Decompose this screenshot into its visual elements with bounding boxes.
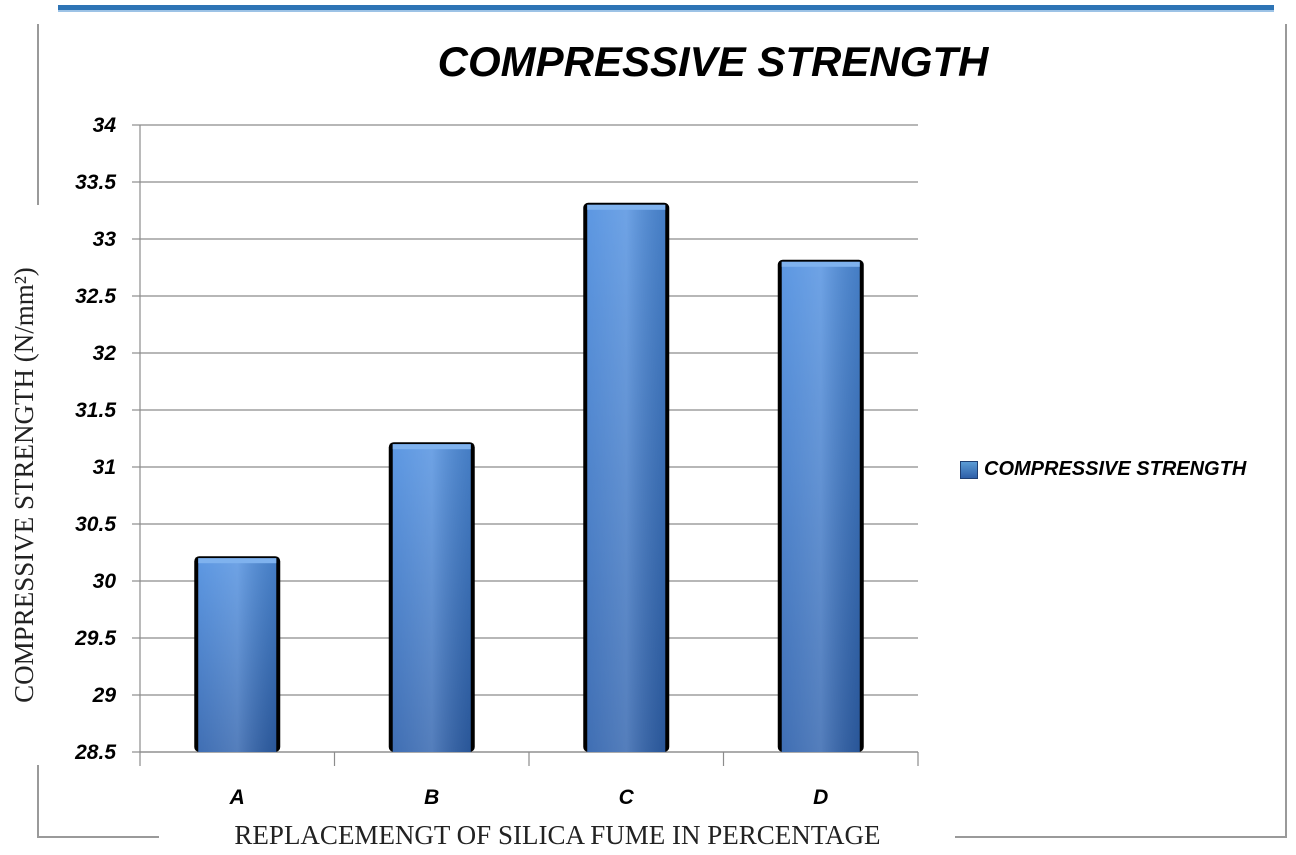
- bar-highlight: [781, 261, 860, 752]
- bar-cap: [392, 444, 471, 450]
- bar-highlight: [392, 444, 471, 752]
- x-category-label: D: [813, 786, 828, 809]
- y-tick-label: 28.5: [74, 741, 116, 764]
- y-tick-label: 32.5: [75, 285, 116, 308]
- y-tick-label: 31.5: [75, 399, 116, 422]
- chart-title: COMPRESSIVE STRENGTH: [437, 38, 989, 85]
- x-category-label: A: [229, 786, 245, 809]
- y-tick-label: 30: [93, 570, 117, 593]
- y-tick-label: 34: [93, 114, 117, 137]
- y-tick-label: 32: [93, 342, 117, 365]
- x-category-label: C: [619, 786, 635, 809]
- y-tick-label: 30.5: [75, 513, 116, 536]
- y-tick-label: 33.5: [75, 171, 116, 194]
- frame-right-border: [1285, 24, 1287, 838]
- bar-cap: [198, 558, 277, 564]
- x-category-label: B: [424, 786, 439, 809]
- y-tick-label: 29.5: [74, 627, 116, 650]
- x-axis-title: REPLACEMENGT OF SILICA FUME IN PERCENTAG…: [160, 820, 955, 851]
- y-tick-label: 29: [92, 684, 117, 707]
- y-tick-label: 31: [93, 456, 116, 479]
- bar-cap: [587, 204, 666, 210]
- header-rule: [58, 5, 1274, 12]
- frame-bottom-border-left: [37, 836, 159, 838]
- frame-bottom-border-right: [955, 836, 1287, 838]
- bar-cap: [781, 261, 860, 267]
- bar-highlight: [198, 558, 277, 752]
- bar-highlight: [587, 204, 666, 753]
- y-tick-label: 33: [93, 228, 117, 251]
- legend: COMPRESSIVE STRENGTH: [960, 458, 1246, 481]
- legend-swatch: [960, 460, 978, 479]
- y-axis-title: COMPRESSIVE STRENGTH (N/mm²): [9, 205, 39, 765]
- legend-label: COMPRESSIVE STRENGTH: [984, 458, 1247, 480]
